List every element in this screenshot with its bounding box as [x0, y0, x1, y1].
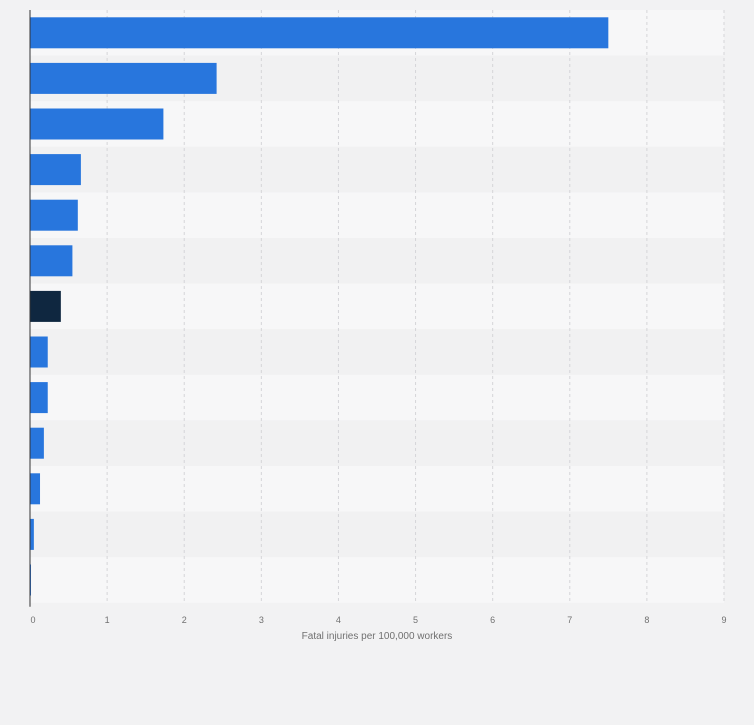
x-tick-label: 9: [721, 615, 726, 625]
row-bands: [30, 10, 724, 603]
x-tick-label: 8: [644, 615, 649, 625]
row-band: [30, 283, 724, 330]
bar[interactable]: [30, 17, 609, 49]
x-tick-label: 7: [567, 615, 572, 625]
row-band: [30, 466, 724, 512]
x-tick-label: 1: [105, 615, 110, 625]
x-tick-label: 3: [259, 615, 264, 625]
bar[interactable]: [30, 108, 164, 140]
bar[interactable]: [30, 518, 34, 550]
row-band: [30, 329, 724, 375]
row-band: [30, 374, 724, 421]
row-band: [30, 192, 724, 238]
bar[interactable]: [30, 382, 48, 414]
x-tick-label: 6: [490, 615, 495, 625]
x-tick-label: 0: [30, 615, 35, 625]
x-tick-labels: 0 1 2 3 4 5 6 7 8 9: [30, 615, 726, 625]
row-band: [30, 238, 724, 284]
bar[interactable]: [30, 199, 78, 231]
bar[interactable]: [30, 245, 73, 277]
x-tick-label: 5: [413, 615, 418, 625]
bar[interactable]: [30, 154, 81, 186]
gridlines: [106, 10, 725, 603]
row-band: [30, 557, 724, 603]
x-tick-label: 2: [182, 615, 187, 625]
bar[interactable]: [30, 336, 48, 368]
bar[interactable]: [30, 427, 44, 459]
bars: [30, 17, 609, 596]
bar[interactable]: [30, 62, 217, 94]
bar[interactable]: [30, 290, 61, 322]
x-axis-label: Fatal injuries per 100,000 workers: [302, 631, 453, 642]
x-tick-label: 4: [336, 615, 341, 625]
row-band: [30, 146, 724, 193]
bar[interactable]: [30, 473, 41, 505]
row-band: [30, 420, 724, 466]
row-band: [30, 511, 724, 558]
